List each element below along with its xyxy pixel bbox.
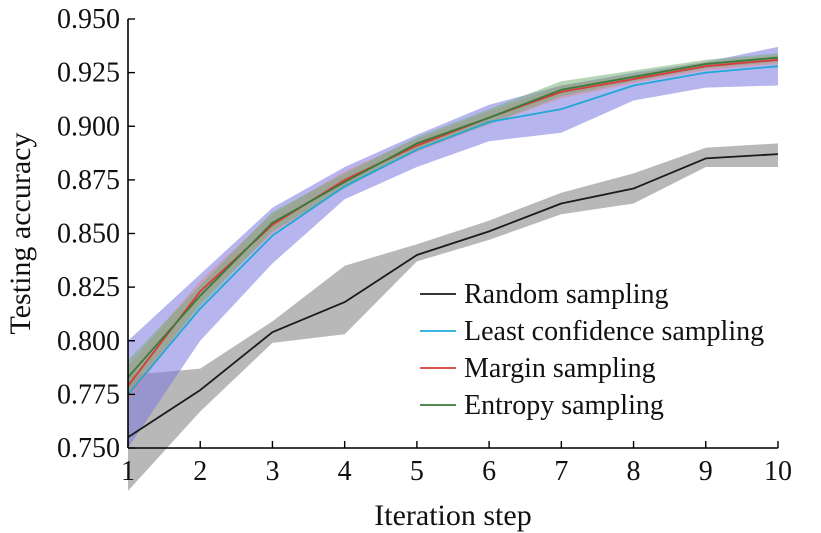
series-line-3 xyxy=(127,56,779,378)
y-tick-label: 0.750 xyxy=(57,433,120,464)
y-axis-ticks: 0.750 0.775 0.800 0.825 0.850 0.875 0.900 0.925… xyxy=(57,4,135,464)
y-tick-label: 0.850 xyxy=(57,219,120,250)
y-tick-label: 0.875 xyxy=(57,165,120,196)
y-tick-label: 0.775 xyxy=(57,379,120,410)
x-tick-label: 4 xyxy=(338,456,352,487)
y-tick-label: 0.950 xyxy=(57,4,120,35)
confidence-bands xyxy=(128,46,778,491)
legend-label-0: Random sampling xyxy=(464,279,669,310)
series-line-0 xyxy=(127,153,779,439)
y-tick-label: 0.825 xyxy=(57,272,120,303)
legend-label-2: Margin sampling xyxy=(464,353,656,384)
series-line-1 xyxy=(127,65,779,395)
x-tick-label: 3 xyxy=(265,456,279,487)
y-tick-label: 0.800 xyxy=(57,326,120,357)
y-axis-label: Testing accuracy xyxy=(4,133,37,335)
x-axis-label: Iteration step xyxy=(374,499,531,532)
x-tick-label: 6 xyxy=(482,456,496,487)
legend-label-3: Entropy sampling xyxy=(464,390,664,421)
confidence-band-2 xyxy=(128,55,778,401)
x-tick-label: 8 xyxy=(627,456,641,487)
y-tick-label: 0.925 xyxy=(57,58,120,89)
x-tick-label: 2 xyxy=(193,456,207,487)
x-tick-label: 5 xyxy=(410,456,424,487)
x-tick-label: 1 xyxy=(121,456,135,487)
x-tick-label: 9 xyxy=(699,456,713,487)
x-tick-label: 10 xyxy=(764,456,792,487)
legend: Random sampling Least confidence sampling… xyxy=(420,279,764,421)
series-lines xyxy=(127,56,779,439)
legend-label-1: Least confidence sampling xyxy=(464,316,764,347)
x-axis-ticks: 1 2 3 4 5 6 7 8 9 10 xyxy=(121,441,792,487)
x-tick-label: 7 xyxy=(554,456,568,487)
y-tick-label: 0.900 xyxy=(57,111,120,142)
